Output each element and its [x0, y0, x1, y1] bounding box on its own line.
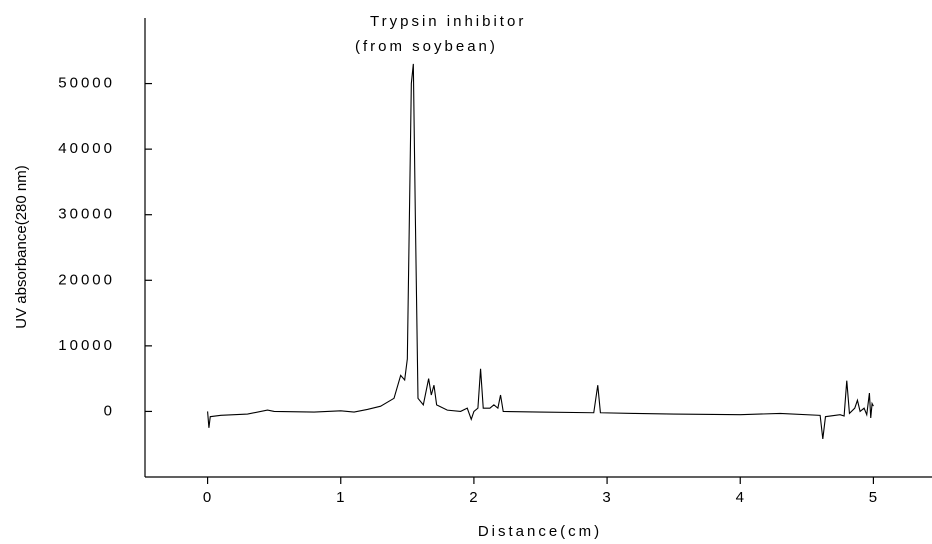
- y-axis-title: UV absorbance(280 nm): [13, 165, 30, 328]
- x-tick-label: 0: [203, 489, 214, 506]
- annotation: (from soybean): [355, 38, 498, 55]
- y-tick-label: 20000: [58, 271, 115, 288]
- x-tick-label: 4: [736, 489, 747, 506]
- y-tick-label: 40000: [58, 140, 115, 157]
- x-axis-title: Distance(cm): [478, 523, 602, 540]
- x-tick-label: 1: [336, 489, 347, 506]
- x-tick-label: 2: [469, 489, 480, 506]
- data-line: [207, 63, 874, 440]
- y-tick-label: 30000: [58, 206, 115, 223]
- annotation: Trypsin inhibitor: [370, 13, 526, 30]
- x-tick-label: 5: [869, 489, 880, 506]
- y-tick-label: 10000: [58, 337, 115, 354]
- y-tick-label: 50000: [58, 75, 115, 92]
- y-tick-label: 0: [104, 402, 115, 419]
- x-tick-label: 3: [602, 489, 613, 506]
